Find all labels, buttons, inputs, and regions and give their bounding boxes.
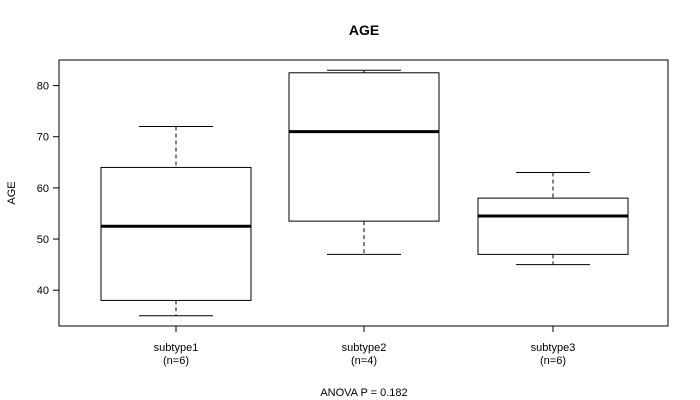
y-axis-label: AGE (6, 181, 18, 204)
y-axis: 40 50 60 70 80 (37, 81, 59, 297)
x-tick-count-label: (n=4) (351, 355, 377, 367)
box-group-subtype2 (288, 69, 440, 255)
x-axis-labels: subtype1(n=6)subtype2(n=4)subtype3(n=6) (154, 326, 576, 367)
iqr-box (100, 166, 252, 301)
x-tick-count-label: (n=6) (540, 355, 566, 367)
x-tick-label: subtype3 (531, 342, 576, 354)
box-group-subtype3 (477, 172, 629, 266)
iqr-box (477, 197, 629, 255)
y-tick-label: 60 (37, 183, 49, 195)
chart-title: AGE (349, 22, 379, 38)
x-tick-label: subtype2 (342, 342, 387, 354)
boxes-layer (100, 69, 629, 317)
iqr-box (288, 72, 440, 222)
anova-footer: ANOVA P = 0.182 (320, 387, 407, 399)
y-tick-label: 70 (37, 132, 49, 144)
box-group-subtype1 (100, 126, 252, 317)
y-tick-label: 50 (37, 234, 49, 246)
x-tick-count-label: (n=6) (163, 355, 189, 367)
y-tick-label: 40 (37, 285, 49, 297)
x-tick-label: subtype1 (154, 342, 199, 354)
y-tick-label: 80 (37, 81, 49, 93)
